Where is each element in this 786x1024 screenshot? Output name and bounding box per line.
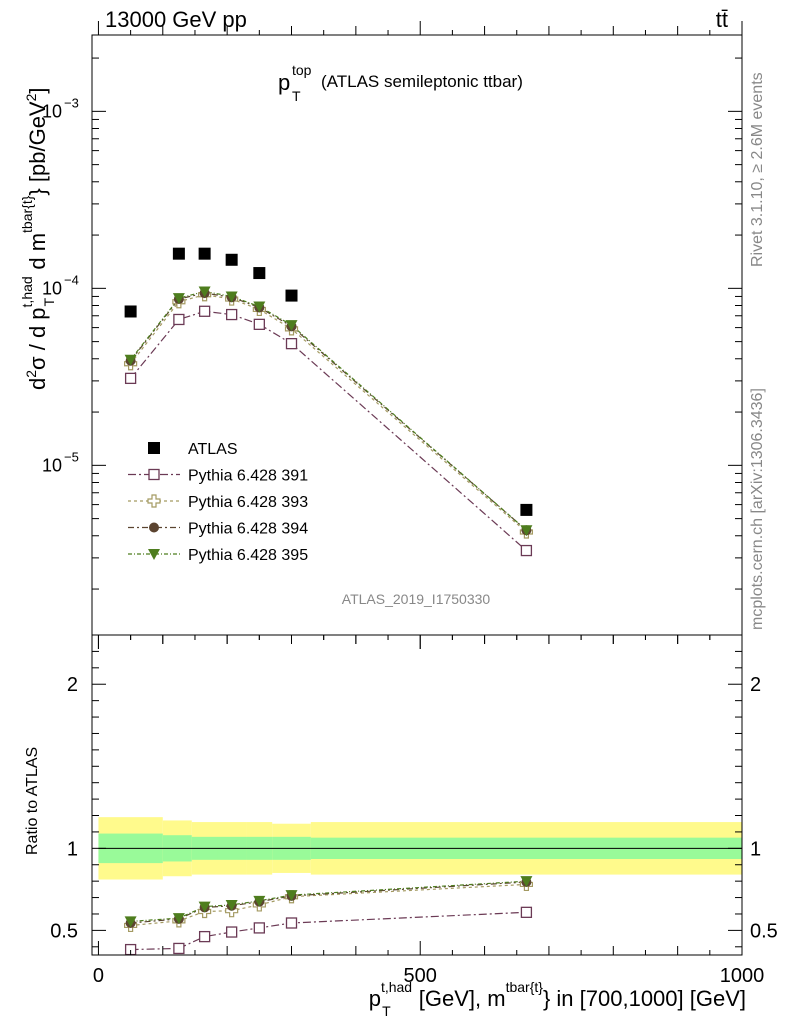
x-tick-label: 500 <box>404 965 437 987</box>
ratio-point-1 <box>253 922 265 934</box>
x-axis: 0 500 1000 <box>93 21 764 987</box>
y-tick-exponent: −3 <box>64 95 79 110</box>
legend-marker <box>148 468 160 481</box>
legend-label: ATLAS <box>188 441 238 458</box>
ratio-point-4 <box>285 890 298 902</box>
legend-marker <box>147 494 161 508</box>
title-p: p <box>278 70 290 95</box>
ratio-point-4 <box>225 899 238 911</box>
title-sup: top <box>292 62 312 78</box>
ratio-point-4 <box>172 913 185 925</box>
series-point-4 <box>124 354 137 366</box>
y-tick-label-main: 10 <box>42 278 62 298</box>
ratio-point-1 <box>198 930 211 943</box>
ratio-point-1 <box>226 926 238 938</box>
legend-label: Pythia 6.428 393 <box>188 494 308 511</box>
plot-title: p top T (ATLAS semileptonic ttbar) <box>278 62 523 104</box>
main-plot-area <box>124 247 534 557</box>
legend: ATLAS Pythia 6.428 391 Pythia 6.428 393 Pyt… <box>128 441 308 564</box>
atlas-point <box>253 267 266 280</box>
main-y-ticks: 10−510−410−3 <box>42 57 742 590</box>
atlas-point <box>198 247 211 260</box>
y-tick-exponent: −5 <box>64 449 79 464</box>
legend-label: Pythia 6.428 394 <box>188 521 308 538</box>
legend-marker <box>148 549 160 560</box>
ratio-panel: 0.5 0.5 1 1 2 2 Ratio to ATLAS <box>24 634 778 956</box>
series-point-1 <box>520 544 533 557</box>
series-point-4 <box>253 301 266 313</box>
x-axis-label: pt,had T [GeV], mtbar{t}} in [700,1000] [… <box>369 979 746 1019</box>
main-frame <box>91 34 743 636</box>
legend-label: Pythia 6.428 395 <box>188 547 308 564</box>
ratio-frame <box>91 634 743 956</box>
title-sub: T <box>292 88 301 104</box>
title-rest: (ATLAS semileptonic ttbar) <box>321 72 523 91</box>
ratio-point-4 <box>198 901 211 913</box>
series-point-1 <box>285 337 298 350</box>
series-point-4 <box>172 293 185 305</box>
y-tick-label-main: 10 <box>42 101 62 121</box>
ratio-line-2 <box>130 883 527 927</box>
series-point-4 <box>225 291 238 303</box>
atlas-point <box>520 503 533 516</box>
ratio-point-1 <box>173 942 185 955</box>
ratio-point-4 <box>520 876 533 888</box>
atlas-point <box>285 289 298 302</box>
ratio-tick-label-right: 2 <box>750 674 761 696</box>
ratio-tick-label-right: 1 <box>750 838 761 860</box>
atlas-point <box>172 247 185 260</box>
series-line-1 <box>130 310 527 552</box>
ratio-point-1 <box>520 906 533 918</box>
series-point-1 <box>173 313 185 326</box>
main-y-axis-label: d2σ / d pt,had T d mtbar{t}} [pb/GeV2] <box>19 87 57 390</box>
legend-marker-atlas <box>148 442 160 454</box>
mcplots-label: mcplots.cern.ch [arXiv:1306.3436] <box>749 388 766 630</box>
ratio-plot-area <box>98 817 742 956</box>
x-tick-label: 0 <box>93 965 104 987</box>
ratio-tick-label-left: 2 <box>67 674 78 696</box>
y-tick-label-main: 10 <box>42 455 62 475</box>
ratio-point-4 <box>124 916 137 928</box>
atlas-point <box>225 253 238 266</box>
ratio-y-ticks: 0.5 0.5 1 1 2 2 <box>50 650 778 948</box>
ratio-point-1 <box>285 917 298 929</box>
ratio-y-axis-label: Ratio to ATLAS <box>24 747 41 855</box>
ratio-tick-label-left: 1 <box>67 838 78 860</box>
ratio-point-4 <box>253 895 266 907</box>
ratio-tick-label-left: 0.5 <box>50 920 78 942</box>
header-left: 13000 GeV pp <box>105 7 247 32</box>
ratio-line-1 <box>130 911 527 951</box>
legend-marker <box>149 522 159 533</box>
series-point-1 <box>124 372 137 385</box>
header-right: tt̄ <box>716 7 728 32</box>
watermark: ATLAS_2019_I1750330 <box>342 591 491 607</box>
series-point-1 <box>253 318 265 330</box>
series-point-4 <box>198 286 211 298</box>
series-point-1 <box>198 305 211 317</box>
series-point-4 <box>285 320 298 332</box>
series-point-1 <box>226 308 238 321</box>
series-point-4 <box>520 525 533 537</box>
main-panel: 10−510−410−3 p top T (ATLAS semileptonic… <box>19 34 743 636</box>
legend-label: Pythia 6.428 391 <box>188 468 308 485</box>
atlas-point <box>124 305 137 318</box>
ratio-tick-label-right: 0.5 <box>750 920 778 942</box>
x-tick-label: 1000 <box>720 965 765 987</box>
y-tick-exponent: −4 <box>64 272 79 287</box>
rivet-label: Rivet 3.1.10, ≥ 2.6M events <box>749 72 766 267</box>
